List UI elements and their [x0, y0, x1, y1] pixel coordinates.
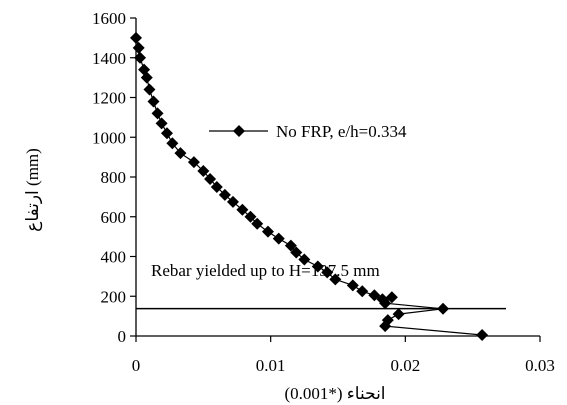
y-tick-label: 1600	[92, 9, 126, 28]
axis-layer: 0 200 400 600 800 1000 1200 1400 1600 0 0.01 0.02 0.…	[92, 9, 555, 375]
y-tick-label: 800	[101, 168, 127, 187]
data-point	[385, 291, 398, 304]
data-point	[272, 232, 285, 245]
data-point	[379, 297, 392, 310]
data-point	[368, 289, 381, 302]
legend: No FRP, e/h=0.334	[209, 122, 407, 141]
y-tick-label: 200	[101, 287, 127, 306]
data-point	[290, 246, 303, 259]
data-point	[311, 260, 324, 273]
data-point	[251, 217, 264, 230]
data-point	[379, 320, 392, 333]
data-point	[261, 225, 274, 238]
data-point	[204, 172, 217, 185]
x-tick-label: 0.01	[256, 356, 286, 375]
yield-annotation-text: Rebar yielded up to H=137.5 mm	[151, 261, 380, 280]
data-point	[134, 51, 147, 64]
legend-label: No FRP, e/h=0.334	[276, 122, 407, 141]
data-point	[187, 156, 200, 169]
y-axis-title: ارتفاع (mm)	[23, 148, 43, 232]
y-tick-label: 600	[101, 208, 127, 227]
y-tick-label: 0	[118, 327, 127, 346]
data-point	[174, 147, 187, 160]
data-point	[392, 308, 405, 321]
series-layer	[130, 31, 489, 342]
data-point	[329, 273, 342, 286]
data-point	[147, 95, 160, 108]
data-point	[476, 329, 489, 342]
y-tick-label: 1400	[92, 49, 126, 68]
data-point	[356, 285, 369, 298]
data-point	[244, 210, 257, 223]
data-point	[226, 195, 239, 208]
data-point	[166, 137, 179, 150]
y-tick-label: 400	[101, 248, 127, 267]
data-point	[284, 239, 297, 252]
data-point	[140, 71, 153, 84]
data-point	[218, 188, 231, 201]
x-tick-label: 0	[132, 356, 141, 375]
data-point	[210, 180, 223, 193]
data-point	[346, 279, 359, 292]
x-tick-label: 0.03	[525, 356, 555, 375]
data-point	[236, 203, 249, 216]
y-tick-label: 1000	[92, 128, 126, 147]
data-point	[321, 266, 334, 279]
data-point	[160, 127, 173, 140]
y-tick-label: 1200	[92, 89, 126, 108]
x-axis-title: انحناء (*0.001)	[284, 384, 385, 403]
data-point	[298, 253, 311, 266]
x-tick-label: 0.02	[390, 356, 420, 375]
data-point	[151, 107, 164, 120]
data-point	[155, 117, 168, 130]
legend-diamond-marker	[233, 125, 245, 137]
data-point	[197, 165, 210, 178]
data-point	[143, 83, 156, 96]
